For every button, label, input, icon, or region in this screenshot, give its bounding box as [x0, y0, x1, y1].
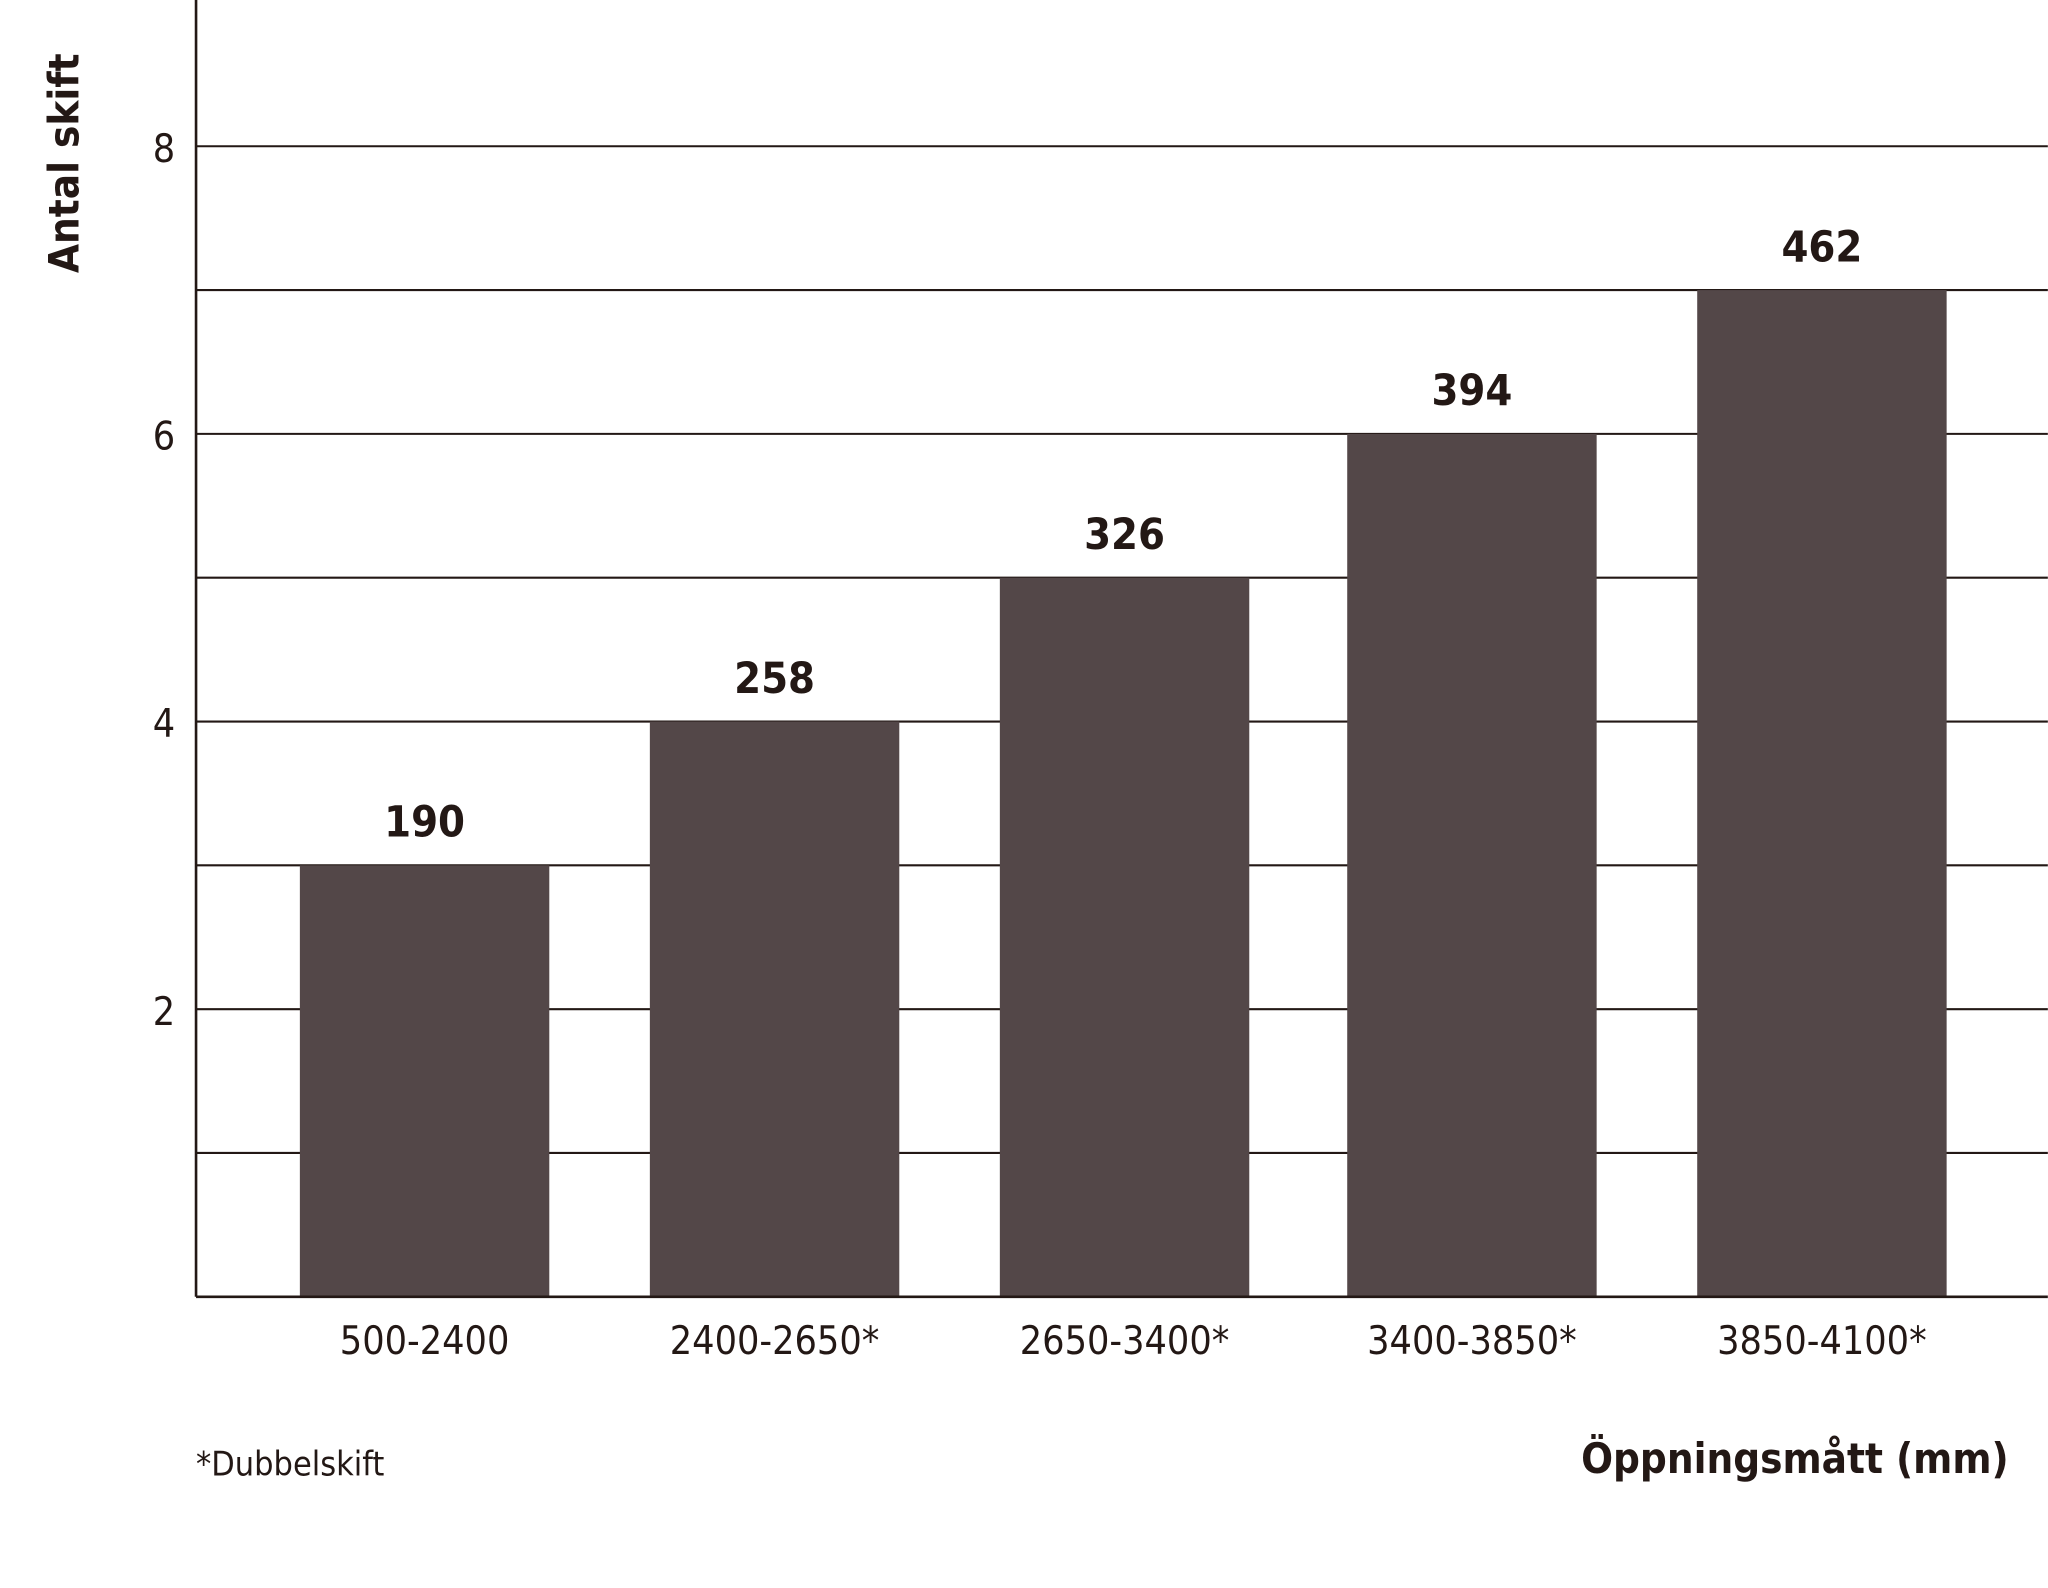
bar [299, 865, 550, 1297]
x-tick-label: 3400-3850* [1367, 1319, 1577, 1364]
x-tick-label: 500-2400 [340, 1319, 510, 1364]
bar [649, 721, 900, 1297]
y-tick-labels: 2 4 6 8 [153, 127, 175, 1035]
data-label: 258 [734, 654, 815, 704]
bar [999, 577, 1250, 1297]
y-tick-label: 4 [153, 702, 175, 747]
data-label: 394 [1431, 366, 1512, 416]
data-label: 190 [384, 798, 465, 848]
data-label: 462 [1781, 222, 1862, 272]
footnote: *Dubbelskift [196, 1445, 384, 1485]
x-axis-title: Öppningsmått (mm) [1581, 1433, 2009, 1483]
bars [299, 290, 1947, 1297]
y-tick-label: 6 [153, 415, 175, 460]
data-label: 326 [1084, 510, 1165, 560]
y-tick-label: 2 [153, 990, 175, 1035]
data-labels: 190 258 326 394 462 [384, 222, 1862, 847]
x-tick-label: 3850-4100* [1717, 1319, 1927, 1364]
y-tick-label: 8 [153, 127, 175, 172]
bar [1697, 290, 1947, 1297]
bar [1347, 433, 1597, 1297]
y-axis-title: Antal skift [40, 53, 89, 273]
x-tick-label: 2650-3400* [1020, 1319, 1230, 1364]
x-tick-labels: 500-2400 2400-2650* 2650-3400* 3400-3850* 38… [340, 1319, 1927, 1364]
x-tick-label: 2400-2650* [670, 1319, 880, 1364]
